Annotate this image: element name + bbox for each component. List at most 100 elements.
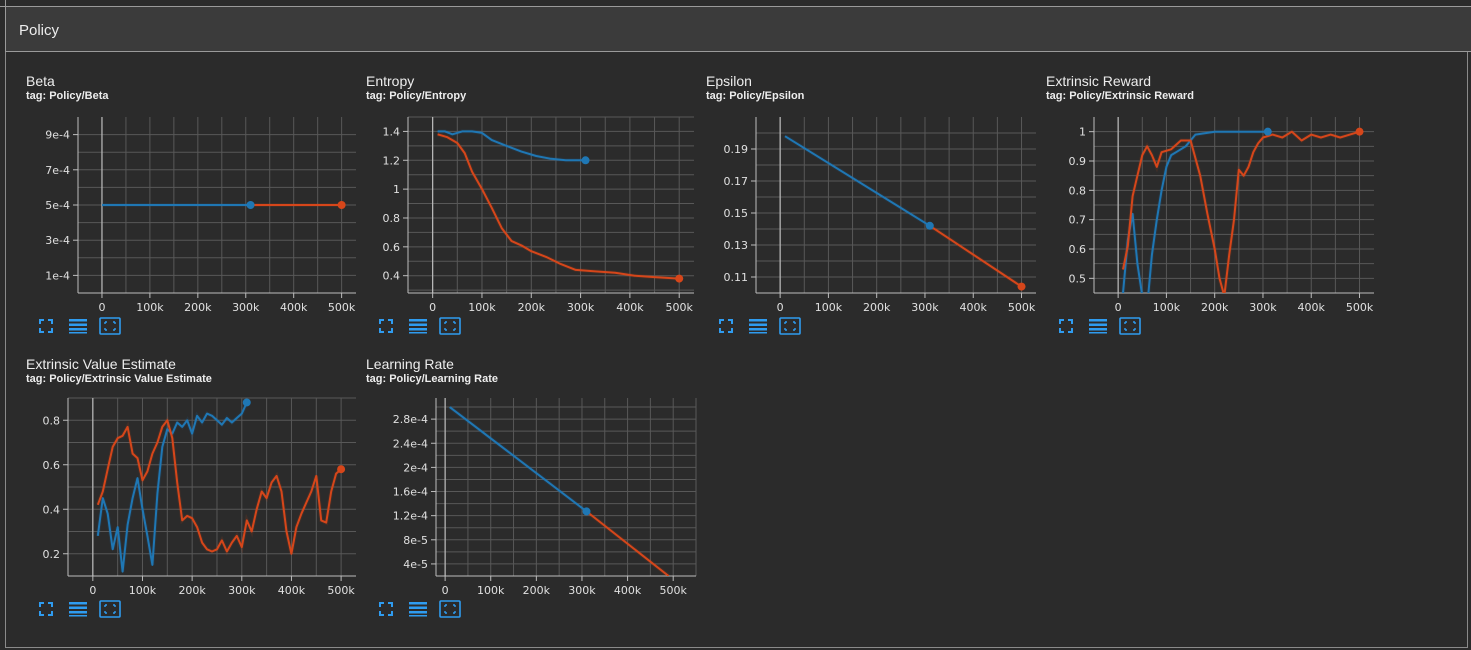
x-tick-label: 0	[777, 301, 784, 314]
toggle-data-table-button[interactable]	[68, 318, 88, 337]
series-end-marker-run-blue	[925, 221, 934, 230]
expand-chart-button[interactable]	[439, 599, 461, 623]
fit-domain-button[interactable]	[36, 318, 56, 339]
fit-domain-button[interactable]	[716, 318, 736, 339]
x-tick-label: 100k	[477, 584, 505, 597]
y-tick-label: 0.2	[43, 548, 61, 561]
chart-card-learning-rate: Learning Rate tag: Policy/Learning Rate …	[366, 356, 706, 636]
expand-chart-button[interactable]	[1119, 316, 1141, 337]
series-line-run-blue	[1122, 130, 1268, 293]
x-tick-label: 200k	[184, 301, 212, 314]
x-tick-label: 100k	[468, 301, 496, 314]
expand-chart-icon	[439, 316, 461, 340]
section-title: Policy	[19, 22, 60, 39]
chart-toolbar	[36, 316, 121, 339]
x-tick-label: 100k	[815, 301, 843, 314]
x-tick-label: 500k	[660, 584, 688, 597]
expand-chart-button[interactable]	[99, 316, 121, 337]
series-end-marker-run-blue	[242, 398, 251, 407]
y-tick-label: 9e-4	[45, 129, 70, 142]
chart-tag: tag: Policy/Extrinsic Reward	[1046, 90, 1194, 102]
x-tick-label: 300k	[232, 301, 260, 314]
y-tick-label: 4e-5	[403, 558, 428, 571]
chart-title: Beta	[26, 73, 55, 89]
x-tick-label: 500k	[327, 584, 355, 597]
chart-card-beta: Beta tag: Policy/Beta 1e-4 3e-4 5e-4 7e-4 9e…	[26, 73, 366, 353]
chart-tag: tag: Policy/Learning Rate	[366, 373, 499, 385]
y-tick-label: 3e-4	[45, 234, 70, 247]
chart-plot-entropy[interactable]: 0.4 0.6 0.8 1 1.2 1.4 0 100k 200k 300k 400k 500k	[366, 111, 706, 321]
x-tick-label: 400k	[614, 584, 642, 597]
x-tick-label: 100k	[1153, 301, 1181, 314]
chart-toolbar	[716, 316, 801, 339]
chart-tag: tag: Policy/Entropy	[366, 90, 467, 102]
series-line-run-orange	[929, 224, 1023, 288]
toggle-data-table-icon	[748, 318, 768, 339]
chart-plot-extrinsic-value-estimate[interactable]: 0.2 0.4 0.6 0.8 0 100k 200k 300k 400k 500k	[26, 394, 366, 604]
expand-chart-button[interactable]	[779, 316, 801, 337]
x-tick-label: 400k	[280, 301, 308, 314]
fit-domain-button[interactable]	[376, 601, 396, 620]
y-tick-label: 2e-4	[403, 461, 428, 474]
fit-domain-button[interactable]	[36, 601, 56, 620]
y-tick-label: 0.11	[724, 271, 749, 284]
toggle-data-table-icon	[408, 601, 428, 622]
toggle-data-table-button[interactable]	[408, 318, 428, 339]
y-tick-label: 0.7	[1069, 214, 1087, 227]
y-tick-label: 0.19	[724, 143, 749, 156]
fit-domain-icon	[1058, 318, 1074, 339]
chart-tag: tag: Policy/Extrinsic Value Estimate	[26, 373, 212, 385]
fit-domain-icon	[718, 318, 734, 339]
chart-tag: tag: Policy/Epsilon	[706, 90, 805, 102]
section-header-policy[interactable]: Policy	[5, 7, 1471, 52]
chart-plot-extrinsic-reward[interactable]: 0.5 0.6 0.7 0.8 0.9 1 0 100k 200k 300k 400k 500k	[1046, 111, 1386, 321]
fit-domain-icon	[38, 318, 54, 339]
chart-title: Learning Rate	[366, 356, 454, 372]
series-end-marker-run-orange	[675, 274, 684, 283]
expand-chart-icon	[439, 599, 461, 623]
x-tick-label: 500k	[666, 301, 694, 314]
x-tick-label: 400k	[1298, 301, 1326, 314]
x-tick-label: 0	[429, 301, 436, 314]
y-tick-label: 2.8e-4	[393, 413, 428, 426]
x-tick-label: 500k	[328, 301, 356, 314]
chart-title: Extrinsic Value Estimate	[26, 356, 176, 372]
series-line-run-blue	[784, 135, 931, 227]
toggle-data-table-button[interactable]	[408, 601, 428, 622]
chart-title: Epsilon	[706, 73, 752, 89]
series-shadow-run-orange	[437, 132, 680, 281]
y-tick-label: 1.6e-4	[393, 486, 428, 499]
toggle-data-table-button[interactable]	[68, 601, 88, 620]
y-tick-label: 0.6	[43, 459, 61, 472]
y-tick-label: 1e-4	[45, 269, 70, 282]
chart-plot-learning-rate[interactable]: 4e-5 8e-5 1.2e-4 1.6e-4 2e-4 2.4e-4 2.8e-4 0 100…	[366, 394, 706, 604]
series-end-marker-run-blue	[582, 507, 591, 516]
x-tick-label: 400k	[616, 301, 644, 314]
x-tick-label: 300k	[568, 584, 596, 597]
fit-domain-button[interactable]	[1056, 318, 1076, 339]
series-line-run-blue	[437, 130, 586, 162]
toggle-data-table-button[interactable]	[748, 318, 768, 339]
toggle-data-table-icon	[408, 318, 428, 339]
series-end-marker-run-orange	[1017, 282, 1026, 291]
x-tick-label: 100k	[136, 301, 164, 314]
y-tick-label: 8e-5	[403, 534, 428, 547]
chart-plot-beta[interactable]: 1e-4 3e-4 5e-4 7e-4 9e-4 0 100k 200k 300k 400k 500…	[26, 111, 366, 321]
expand-chart-button[interactable]	[99, 599, 121, 620]
chart-title: Extrinsic Reward	[1046, 73, 1152, 89]
x-tick-label: 500k	[1008, 301, 1036, 314]
x-tick-label: 500k	[1346, 301, 1374, 314]
x-tick-label: 200k	[863, 301, 891, 314]
y-tick-label: 5e-4	[45, 199, 70, 212]
expand-chart-button[interactable]	[439, 316, 461, 340]
chart-plot-epsilon[interactable]: 0.11 0.13 0.15 0.17 0.19 0 100k 200k 300k 400k 500…	[706, 111, 1046, 321]
y-tick-label: 1.2	[383, 154, 401, 167]
fit-domain-button[interactable]	[376, 318, 396, 337]
y-tick-label: 0.15	[724, 207, 749, 220]
toggle-data-table-button[interactable]	[1088, 318, 1108, 337]
y-tick-label: 0.8	[43, 414, 61, 427]
top-divider	[0, 0, 1471, 7]
chart-toolbar	[1056, 316, 1141, 339]
x-tick-label: 400k	[960, 301, 988, 314]
x-tick-label: 200k	[1201, 301, 1229, 314]
